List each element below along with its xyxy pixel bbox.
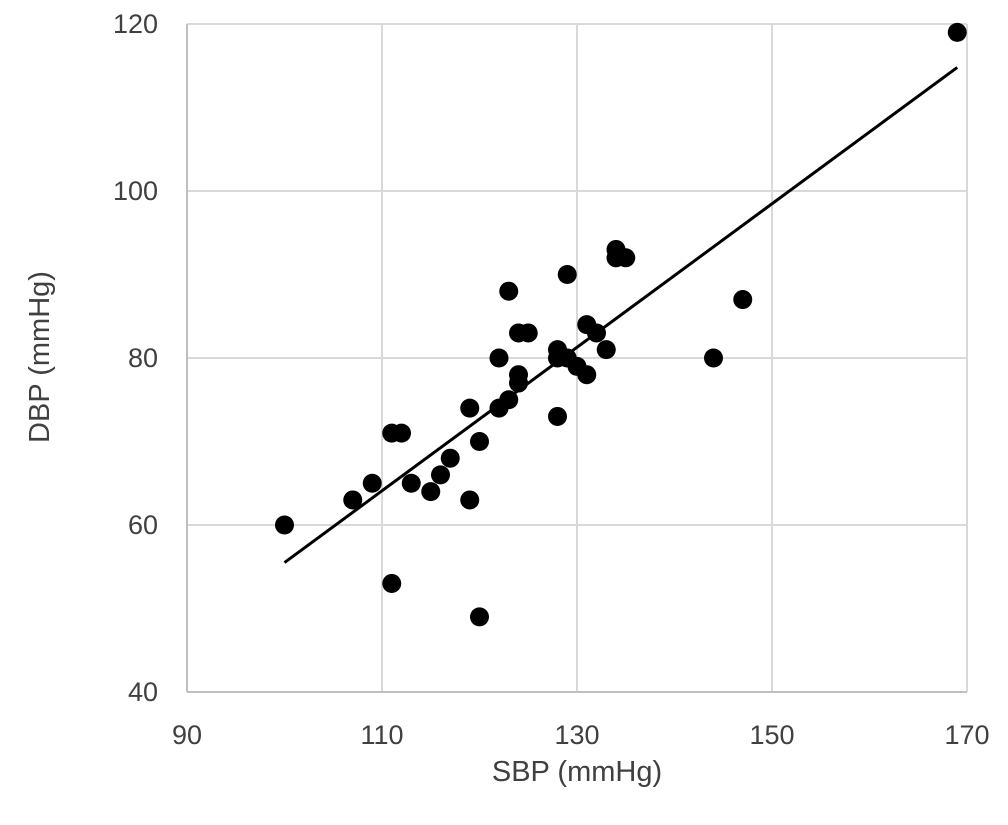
data-point [440,448,460,468]
data-point [577,365,597,385]
data-point [431,465,450,485]
data-point [596,340,616,360]
data-point [392,423,411,443]
y-tick-label: 120 [113,9,158,39]
data-point [401,473,421,493]
x-tick-label: 130 [554,720,599,750]
data-point [548,406,567,426]
y-tick-label: 40 [128,677,158,707]
y-tick-label: 80 [128,343,158,373]
data-point [382,573,402,593]
y-tick-label: 60 [128,510,158,540]
x-tick-label: 170 [944,720,989,750]
data-point [470,607,489,627]
data-point [460,398,480,418]
data-point [509,373,528,393]
data-point [499,390,519,410]
data-point [616,248,636,268]
data-point [499,281,519,301]
data-point [489,348,509,368]
data-point [947,22,967,42]
x-axis-ticks: 90 110 130 150 170 [172,720,990,750]
x-axis-title: SBP (mmHg) [492,756,662,788]
data-point [470,432,489,451]
data-point [733,290,753,310]
data-point [275,515,294,535]
axes [186,24,967,693]
y-tick-label: 100 [113,176,158,206]
data-point [343,490,363,510]
data-point [557,265,577,284]
data-point [421,482,441,502]
data-point [587,323,606,343]
data-point [518,323,538,343]
trendline-group [283,66,959,564]
data-point [704,348,723,368]
trendline [283,66,959,564]
data-point [460,490,480,510]
x-tick-label: 150 [749,720,794,750]
data-points [275,22,967,627]
x-tick-label: 90 [172,720,202,750]
data-point [362,473,382,493]
y-axis-ticks: 40 60 80 100 120 [113,9,158,707]
x-tick-label: 110 [360,720,403,750]
y-axis-title: DBP (mmHg) [24,271,56,443]
